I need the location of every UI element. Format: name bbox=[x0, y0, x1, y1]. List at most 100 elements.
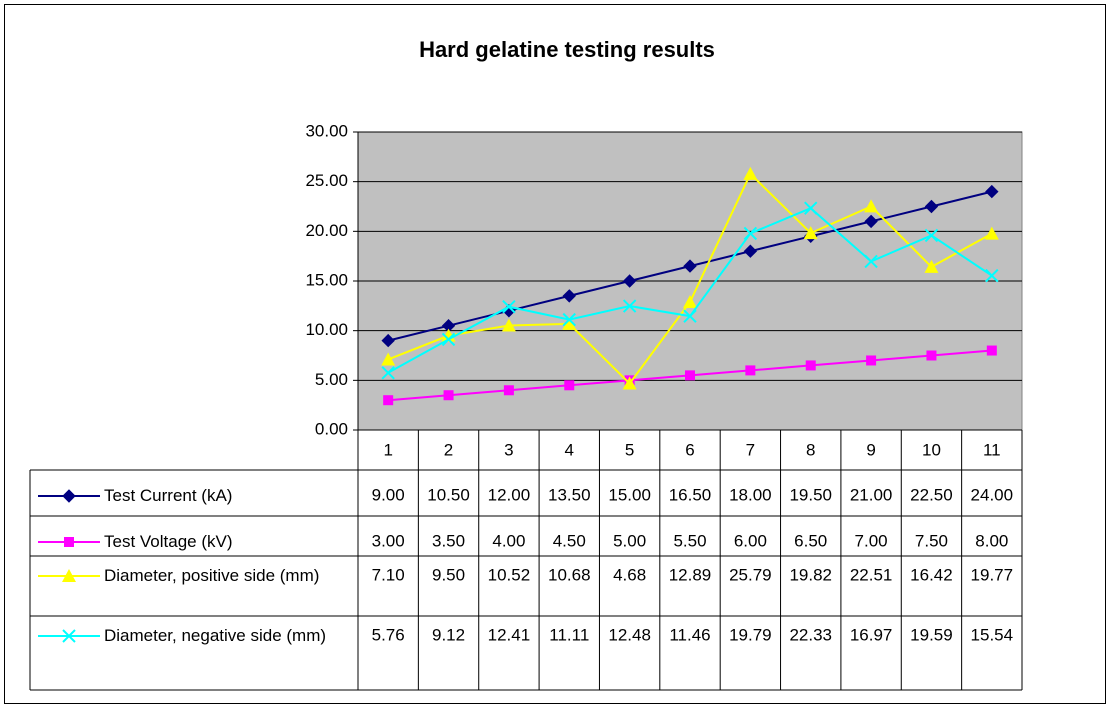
marker bbox=[62, 489, 76, 503]
legend-label: Diameter, positive side (mm) bbox=[104, 566, 320, 585]
marker bbox=[803, 226, 818, 240]
table-value: 18.00 bbox=[729, 485, 772, 504]
legend-label-box: Test Current (kA) bbox=[104, 486, 233, 505]
table-value: 16.97 bbox=[850, 625, 893, 644]
table-value: 5.00 bbox=[613, 531, 646, 550]
marker bbox=[864, 254, 878, 269]
table-value: 10.52 bbox=[488, 565, 531, 584]
legend-label: Test Current (kA) bbox=[104, 486, 233, 505]
table-value: 19.79 bbox=[729, 625, 772, 644]
y-tick-label: 25.00 bbox=[305, 171, 348, 190]
y-tick-label: 30.00 bbox=[305, 121, 348, 140]
table-value: 21.00 bbox=[850, 485, 893, 504]
marker bbox=[562, 316, 577, 330]
table-value: 12.41 bbox=[488, 625, 531, 644]
table-value: 12.48 bbox=[608, 625, 651, 644]
x-tick-label: 5 bbox=[625, 440, 634, 459]
marker bbox=[745, 365, 756, 376]
table-value: 13.50 bbox=[548, 485, 591, 504]
table-value: 25.79 bbox=[729, 565, 772, 584]
table-value: 10.50 bbox=[427, 485, 470, 504]
marker bbox=[743, 166, 758, 180]
table-value: 12.89 bbox=[669, 565, 712, 584]
x-tick-label: 4 bbox=[565, 440, 574, 459]
x-tick-label: 11 bbox=[983, 440, 1001, 459]
legend-label-box: Diameter, negative side (mm) bbox=[104, 626, 327, 645]
marker bbox=[984, 226, 999, 240]
marker bbox=[62, 629, 76, 643]
legend-label: Diameter, negative side (mm) bbox=[104, 626, 327, 645]
marker bbox=[443, 390, 454, 401]
table-value: 11.11 bbox=[549, 625, 589, 644]
marker bbox=[501, 318, 516, 332]
y-tick-label: 20.00 bbox=[305, 221, 348, 240]
table-value: 8.00 bbox=[975, 531, 1008, 550]
x-tick-label: 8 bbox=[806, 440, 815, 459]
marker bbox=[441, 332, 456, 347]
legend-label: Test Voltage (kV) bbox=[104, 532, 233, 551]
y-tick-label: 5.00 bbox=[315, 370, 348, 389]
table-value: 9.00 bbox=[372, 485, 405, 504]
marker bbox=[986, 345, 997, 356]
table-value: 12.00 bbox=[488, 485, 531, 504]
table-value: 4.68 bbox=[613, 565, 646, 584]
x-tick-label: 7 bbox=[746, 440, 755, 459]
marker bbox=[743, 226, 758, 241]
marker bbox=[64, 537, 74, 547]
table-value: 19.82 bbox=[789, 565, 832, 584]
table-value: 15.00 bbox=[608, 485, 651, 504]
table-value: 22.50 bbox=[910, 485, 953, 504]
table-value: 10.68 bbox=[548, 565, 591, 584]
table-value: 16.42 bbox=[910, 565, 953, 584]
y-tick-label: 0.00 bbox=[315, 419, 348, 438]
table-value: 9.12 bbox=[432, 625, 465, 644]
marker bbox=[685, 370, 695, 381]
marker bbox=[805, 360, 816, 371]
table-value: 5.50 bbox=[673, 531, 706, 550]
x-tick-label: 6 bbox=[685, 440, 694, 459]
x-tick-label: 1 bbox=[383, 440, 392, 459]
marker bbox=[683, 259, 697, 273]
table-value: 6.50 bbox=[794, 531, 827, 550]
marker bbox=[866, 355, 877, 366]
table-value: 22.51 bbox=[850, 565, 893, 584]
x-tick-label: 3 bbox=[504, 440, 513, 459]
table-value: 9.50 bbox=[432, 565, 465, 584]
marker bbox=[62, 569, 76, 582]
marker bbox=[924, 259, 939, 273]
table-value: 4.50 bbox=[553, 531, 586, 550]
table-value: 24.00 bbox=[971, 485, 1014, 504]
marker bbox=[562, 289, 576, 303]
table-value: 19.59 bbox=[910, 625, 953, 644]
marker bbox=[924, 199, 939, 214]
marker bbox=[864, 199, 879, 213]
table-value: 22.33 bbox=[789, 625, 832, 644]
marker bbox=[985, 184, 999, 199]
table-value: 5.76 bbox=[372, 625, 405, 644]
table-value: 15.54 bbox=[971, 625, 1014, 644]
table-value: 3.00 bbox=[372, 531, 405, 550]
chart-title: Hard gelatine testing results bbox=[419, 37, 715, 62]
y-tick-label: 15.00 bbox=[305, 270, 348, 289]
marker bbox=[926, 350, 937, 361]
table-value: 7.00 bbox=[855, 531, 888, 550]
x-tick-label: 9 bbox=[866, 440, 875, 459]
marker bbox=[562, 312, 576, 327]
legend-label-box: Diameter, positive side (mm) bbox=[104, 566, 320, 585]
marker bbox=[804, 201, 818, 215]
marker bbox=[502, 300, 516, 314]
legend-label-box: Test Voltage (kV) bbox=[104, 532, 233, 551]
marker bbox=[381, 352, 396, 366]
marker bbox=[683, 309, 697, 323]
marker bbox=[683, 294, 697, 308]
table-value: 11.46 bbox=[669, 625, 710, 644]
marker bbox=[503, 385, 514, 396]
marker bbox=[564, 380, 575, 391]
table-value: 19.77 bbox=[971, 565, 1014, 584]
table-value: 3.50 bbox=[432, 531, 465, 550]
marker bbox=[622, 299, 637, 313]
y-tick-label: 10.00 bbox=[305, 320, 348, 339]
table-value: 4.00 bbox=[492, 531, 525, 550]
table-value: 19.50 bbox=[789, 485, 832, 504]
